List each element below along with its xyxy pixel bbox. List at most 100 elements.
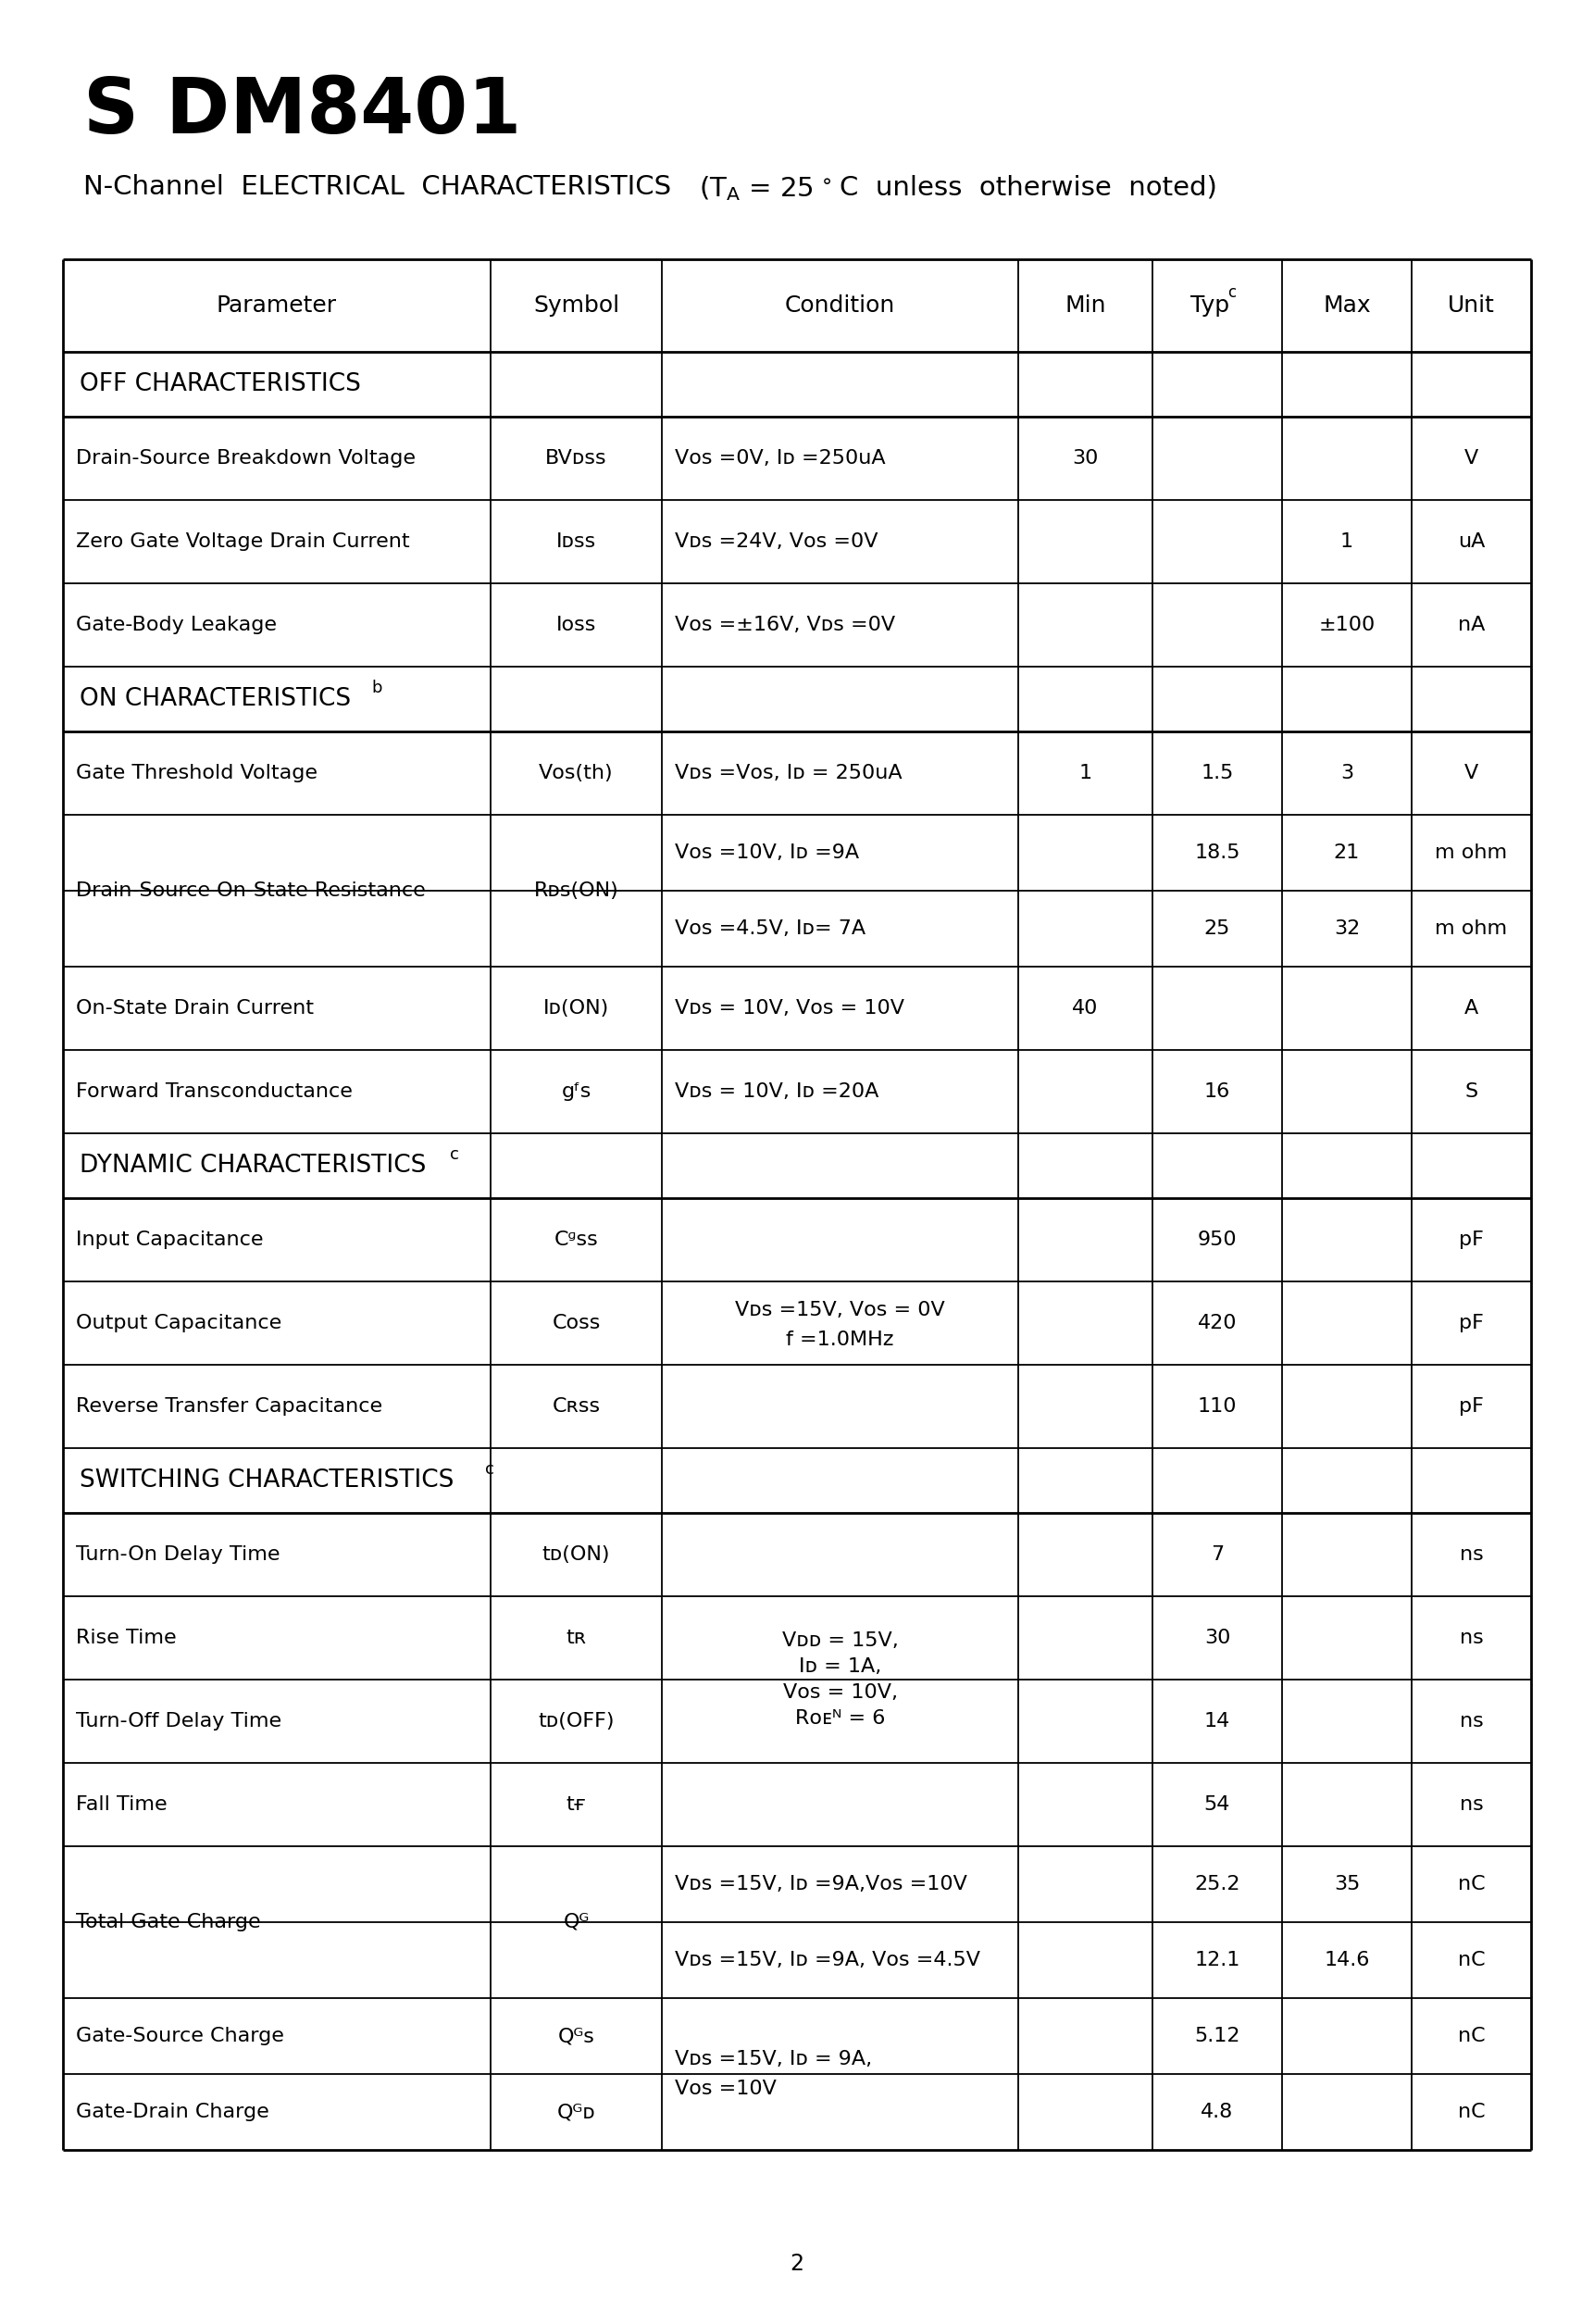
Text: Turn-On Delay Time: Turn-On Delay Time (77, 1545, 281, 1564)
Text: Vᴏs =10V, Iᴅ =9A: Vᴏs =10V, Iᴅ =9A (674, 844, 859, 862)
Text: ns: ns (1460, 1796, 1484, 1813)
Text: 14: 14 (1203, 1713, 1231, 1731)
Text: S DM8401: S DM8401 (83, 74, 521, 149)
Text: V: V (1465, 765, 1478, 783)
Text: 40: 40 (1073, 999, 1098, 1018)
Text: Rᴏᴇᴺ = 6: Rᴏᴇᴺ = 6 (795, 1708, 885, 1727)
Text: C  unless  otherwise  noted): C unless otherwise noted) (840, 174, 1218, 200)
Text: Max: Max (1323, 295, 1371, 316)
Text: Total Gate Charge: Total Gate Charge (77, 1913, 261, 1931)
Text: Drain-Source Breakdown Voltage: Drain-Source Breakdown Voltage (77, 449, 416, 467)
Text: Condition: Condition (784, 295, 896, 316)
Text: Fall Time: Fall Time (77, 1796, 167, 1813)
Text: 950: 950 (1197, 1229, 1237, 1248)
Text: Reverse Transfer Capacitance: Reverse Transfer Capacitance (77, 1397, 383, 1415)
Text: Vᴏs =10V: Vᴏs =10V (674, 2080, 776, 2099)
Text: 54: 54 (1203, 1796, 1231, 1813)
Text: 25.2: 25.2 (1194, 1875, 1240, 1894)
Text: Qᴳs: Qᴳs (558, 2027, 595, 2045)
Text: Iᴅ(ON): Iᴅ(ON) (544, 999, 609, 1018)
Text: Vᴏs =±16V, Vᴅs =0V: Vᴏs =±16V, Vᴅs =0V (674, 616, 896, 634)
Text: nC: nC (1457, 1875, 1486, 1894)
Text: c: c (485, 1462, 494, 1478)
Text: nC: nC (1457, 2103, 1486, 2122)
Text: 1: 1 (1341, 532, 1353, 551)
Text: Output Capacitance: Output Capacitance (77, 1313, 282, 1332)
Text: Iᴅ = 1A,: Iᴅ = 1A, (799, 1657, 881, 1676)
Text: 1.5: 1.5 (1200, 765, 1234, 783)
Text: 21: 21 (1334, 844, 1360, 862)
Text: c: c (450, 1146, 459, 1162)
Text: Vᴅs =15V, Vᴏs = 0V: Vᴅs =15V, Vᴏs = 0V (735, 1301, 945, 1320)
Text: Gate-Source Charge: Gate-Source Charge (77, 2027, 284, 2045)
Text: 30: 30 (1073, 449, 1098, 467)
Text: 420: 420 (1197, 1313, 1237, 1332)
Text: A: A (1465, 999, 1478, 1018)
Text: Zero Gate Voltage Drain Current: Zero Gate Voltage Drain Current (77, 532, 410, 551)
Text: Vᴏs(th): Vᴏs(th) (539, 765, 614, 783)
Text: Cʀss: Cʀss (552, 1397, 601, 1415)
Text: m ohm: m ohm (1435, 920, 1508, 939)
Text: ns: ns (1460, 1629, 1484, 1648)
Text: Rᴅs(ON): Rᴅs(ON) (534, 881, 618, 899)
Text: Vᴅs = 10V, Vᴏs = 10V: Vᴅs = 10V, Vᴏs = 10V (674, 999, 904, 1018)
Text: (T$_\mathregular{A}$ = 25: (T$_\mathregular{A}$ = 25 (698, 174, 813, 202)
Text: 14.6: 14.6 (1325, 1950, 1369, 1968)
Text: V: V (1465, 449, 1478, 467)
Text: ON CHARACTERISTICS: ON CHARACTERISTICS (80, 688, 351, 711)
Text: Symbol: Symbol (532, 295, 620, 316)
Text: Vᴏs =4.5V, Iᴅ= 7A: Vᴏs =4.5V, Iᴅ= 7A (674, 920, 866, 939)
Text: f =1.0MHz: f =1.0MHz (786, 1332, 894, 1348)
Text: 35: 35 (1334, 1875, 1360, 1894)
Text: gᶠs: gᶠs (561, 1083, 591, 1102)
Text: 12.1: 12.1 (1194, 1950, 1240, 1968)
Text: Unit: Unit (1447, 295, 1495, 316)
Text: nC: nC (1457, 1950, 1486, 1968)
Text: 110: 110 (1197, 1397, 1237, 1415)
Text: Turn-Off Delay Time: Turn-Off Delay Time (77, 1713, 282, 1731)
Text: Vᴅᴅ = 15V,: Vᴅᴅ = 15V, (781, 1631, 899, 1650)
Text: c: c (1227, 284, 1237, 300)
Text: 3: 3 (1341, 765, 1353, 783)
Text: Min: Min (1065, 295, 1106, 316)
Text: Iᴏss: Iᴏss (556, 616, 596, 634)
Text: 30: 30 (1203, 1629, 1231, 1648)
Text: tᴅ(ON): tᴅ(ON) (542, 1545, 611, 1564)
Text: Cᴏss: Cᴏss (552, 1313, 601, 1332)
Text: On-State Drain Current: On-State Drain Current (77, 999, 314, 1018)
Text: 25: 25 (1203, 920, 1231, 939)
Text: Vᴅs = 10V, Iᴅ =20A: Vᴅs = 10V, Iᴅ =20A (674, 1083, 878, 1102)
Text: ±100: ±100 (1318, 616, 1376, 634)
Text: 18.5: 18.5 (1194, 844, 1240, 862)
Text: Drain-Source On-State Resistance: Drain-Source On-State Resistance (77, 881, 426, 899)
Text: Cᶢss: Cᶢss (555, 1229, 598, 1248)
Text: Qᴳᴅ: Qᴳᴅ (556, 2103, 596, 2122)
Text: Gate-Drain Charge: Gate-Drain Charge (77, 2103, 269, 2122)
Text: tʀ: tʀ (566, 1629, 587, 1648)
Text: SWITCHING CHARACTERISTICS: SWITCHING CHARACTERISTICS (80, 1469, 454, 1492)
Text: pF: pF (1459, 1229, 1484, 1248)
Text: Gate-Body Leakage: Gate-Body Leakage (77, 616, 277, 634)
Text: b: b (371, 679, 383, 697)
Text: tғ: tғ (566, 1796, 587, 1813)
Text: Vᴏs = 10V,: Vᴏs = 10V, (783, 1683, 897, 1701)
Text: Vᴅs =15V, Iᴅ = 9A,: Vᴅs =15V, Iᴅ = 9A, (674, 2050, 872, 2068)
Text: 5.12: 5.12 (1194, 2027, 1240, 2045)
Text: 4.8: 4.8 (1200, 2103, 1234, 2122)
Text: 2: 2 (791, 2252, 803, 2275)
Text: tᴅ(OFF): tᴅ(OFF) (539, 1713, 614, 1731)
Text: Iᴅss: Iᴅss (556, 532, 596, 551)
Text: Rise Time: Rise Time (77, 1629, 177, 1648)
Text: Vᴅs =24V, Vᴏs =0V: Vᴅs =24V, Vᴏs =0V (674, 532, 878, 551)
Text: nA: nA (1459, 616, 1486, 634)
Text: nC: nC (1457, 2027, 1486, 2045)
Text: 32: 32 (1334, 920, 1360, 939)
Text: Vᴅs =15V, Iᴅ =9A, Vᴏs =4.5V: Vᴅs =15V, Iᴅ =9A, Vᴏs =4.5V (674, 1950, 980, 1968)
Text: Qᴳ: Qᴳ (563, 1913, 590, 1931)
Text: m ohm: m ohm (1435, 844, 1508, 862)
Text: S: S (1465, 1083, 1478, 1102)
Text: pF: pF (1459, 1397, 1484, 1415)
Text: °: ° (823, 177, 832, 195)
Text: DYNAMIC CHARACTERISTICS: DYNAMIC CHARACTERISTICS (80, 1153, 426, 1178)
Text: Gate Threshold Voltage: Gate Threshold Voltage (77, 765, 317, 783)
